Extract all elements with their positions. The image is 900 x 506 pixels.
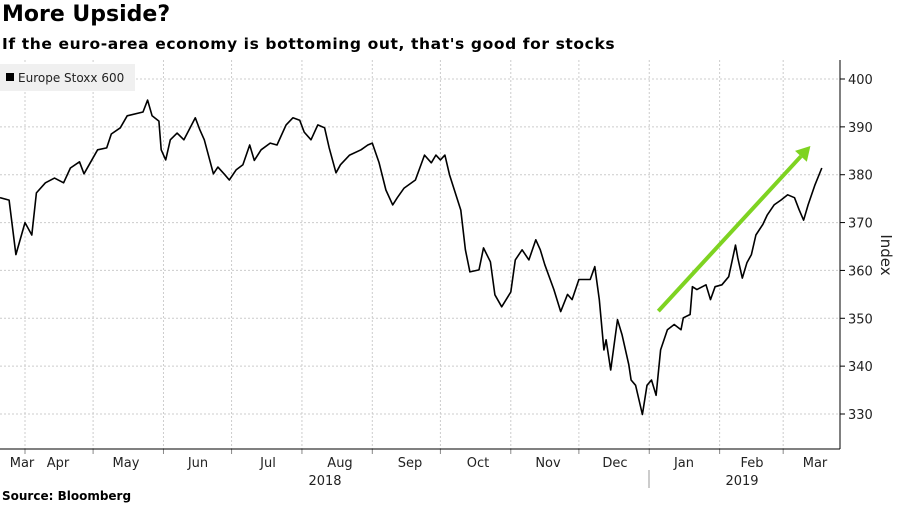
series-line-europe-stoxx-600	[0, 99, 823, 416]
x-tick-label: Jun	[187, 456, 208, 471]
gridlines	[0, 60, 840, 449]
arrow-shaft	[656, 154, 803, 313]
x-tick-label: Sep	[398, 456, 423, 471]
y-tick-label: 330	[848, 408, 873, 423]
x-tick-label: Oct	[467, 456, 489, 471]
legend: Europe Stoxx 600	[0, 64, 135, 91]
legend-background	[0, 64, 135, 91]
chart-title: More Upside?	[2, 2, 171, 27]
source-note: Source: Bloomberg	[2, 489, 132, 503]
y-tick-label: 390	[848, 121, 873, 136]
legend-label: Europe Stoxx 600	[18, 71, 124, 85]
x-tick-label: Jan	[673, 456, 694, 471]
legend-swatch	[6, 73, 14, 81]
x-tick-label: Mar	[803, 456, 828, 471]
trend-arrow	[656, 146, 811, 313]
x-tick-label: Nov	[535, 456, 561, 471]
y-tick-label: 380	[848, 169, 873, 184]
y-tick-label: 340	[848, 360, 873, 375]
arrow-head	[795, 146, 811, 162]
y-tick-label: 400	[848, 73, 873, 88]
x-tick-label: Jul	[259, 456, 276, 471]
chart-subtitle: If the euro-area economy is bottoming ou…	[2, 35, 616, 53]
y-tick-label: 370	[848, 217, 873, 232]
x-tick-label: Dec	[602, 456, 627, 471]
year-label: 2019	[725, 474, 758, 489]
x-tick-label: Mar	[10, 456, 35, 471]
x-tick-label: Feb	[740, 456, 763, 471]
y-tick-label: 350	[848, 312, 873, 327]
axes: 330 340 350 360 370 380 390 400 Mar Apr May Jun Jul A…	[0, 60, 873, 489]
x-tick-label: May	[113, 456, 140, 471]
year-label: 2018	[308, 474, 341, 489]
y-tick-label: 360	[848, 264, 873, 279]
x-tick-label: Aug	[327, 456, 352, 471]
y-axis-label: Index	[877, 234, 895, 275]
x-tick-label: Apr	[47, 456, 70, 471]
